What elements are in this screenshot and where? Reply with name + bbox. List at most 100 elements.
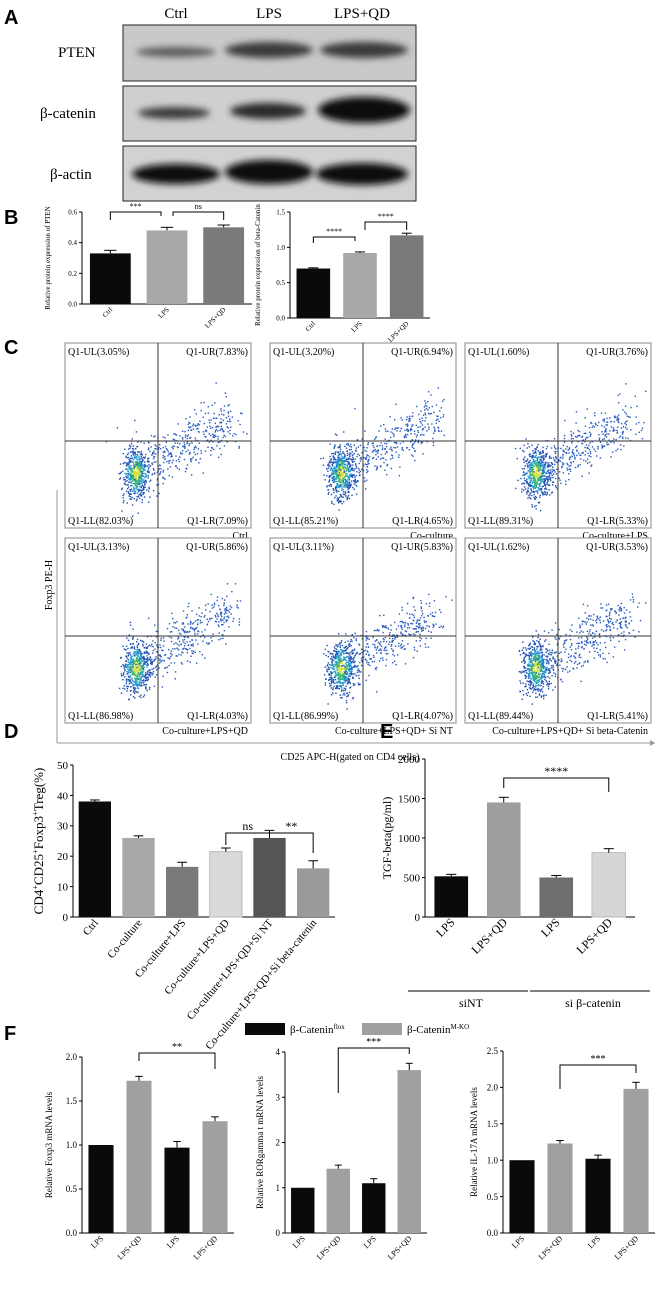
- flow-dot: [192, 628, 193, 629]
- flow-dot: [175, 622, 176, 623]
- flow-dot: [210, 454, 211, 455]
- flow-dot: [342, 683, 343, 684]
- flow-dot: [532, 703, 533, 704]
- flow-dot: [125, 457, 126, 458]
- flow-dot: [638, 422, 639, 423]
- flow-dot: [336, 434, 337, 435]
- flow-dot: [424, 400, 425, 401]
- flow-dot: [181, 662, 182, 663]
- flow-dot: [351, 469, 352, 470]
- flow-dot: [210, 435, 211, 436]
- flow-dot: [132, 462, 133, 463]
- flow-dot: [427, 423, 428, 424]
- flow-dot: [130, 657, 131, 658]
- flow-dot: [139, 669, 140, 670]
- flow-dot: [147, 690, 148, 691]
- flow-dot: [143, 664, 144, 665]
- flow-dot: [146, 684, 147, 685]
- flow-dot: [331, 681, 332, 682]
- flow-dot: [335, 664, 336, 665]
- flow-dot: [328, 468, 329, 469]
- flow-dot: [434, 600, 435, 601]
- flow-dot: [348, 658, 349, 659]
- flow-dot: [562, 464, 563, 465]
- flow-dot: [137, 466, 138, 467]
- flow-dot: [541, 469, 542, 470]
- flow-dot: [606, 418, 607, 419]
- flow-dot: [541, 479, 542, 480]
- flow-dot: [572, 438, 573, 439]
- flow-dot: [213, 436, 214, 437]
- flow-dot: [210, 428, 211, 429]
- flow-dot: [201, 616, 202, 617]
- flow-dot: [350, 449, 351, 450]
- flow-dot: [197, 633, 198, 634]
- flow-dot: [420, 421, 421, 422]
- flow-dot: [336, 654, 337, 655]
- flow-dot: [534, 468, 535, 469]
- flow-dot: [348, 458, 349, 459]
- flow-dot: [570, 431, 571, 432]
- flow-dot: [347, 453, 348, 454]
- flow-dot: [432, 612, 433, 613]
- flow-dot: [575, 436, 576, 437]
- flow-dot: [325, 655, 326, 656]
- flow-dot: [426, 625, 427, 626]
- flow-dot: [346, 700, 347, 701]
- flow-dot: [524, 480, 525, 481]
- flow-dot: [136, 459, 137, 460]
- flow-dot: [189, 416, 190, 417]
- flow-dot: [137, 486, 138, 487]
- flow-dot: [372, 451, 373, 452]
- flow-dot: [223, 431, 224, 432]
- flow-dot: [148, 475, 149, 476]
- flow-dot: [128, 452, 129, 453]
- flow-dot: [529, 470, 530, 471]
- flow-dot: [401, 610, 402, 611]
- flow-dot: [539, 497, 540, 498]
- flow-dot: [565, 448, 566, 449]
- flow-dot: [333, 489, 334, 490]
- flow-dot: [519, 671, 520, 672]
- flow-dot: [409, 613, 410, 614]
- flow-dot: [621, 427, 622, 428]
- flow-dot: [336, 469, 337, 470]
- flow-dot: [581, 452, 582, 453]
- flow-dot: [515, 488, 516, 489]
- flow-dot: [179, 641, 180, 642]
- flow-dot: [141, 492, 142, 493]
- flow-dot: [339, 465, 340, 466]
- flow-dot: [213, 606, 214, 607]
- flow-dot: [369, 665, 370, 666]
- flow-dot: [168, 450, 169, 451]
- flow-dot: [223, 410, 224, 411]
- flow-dot: [128, 495, 129, 496]
- flow-dot: [626, 413, 627, 414]
- flow-dot: [378, 650, 379, 651]
- flow-dot: [167, 628, 168, 629]
- flow-dot: [144, 470, 145, 471]
- flow-dot: [148, 653, 149, 654]
- flow-dot: [361, 658, 362, 659]
- flow-dot: [416, 623, 417, 624]
- flow-dot: [137, 684, 138, 685]
- flow-dot: [588, 445, 589, 446]
- flow-dot: [608, 433, 609, 434]
- flow-dot: [398, 625, 399, 626]
- flow-dot: [434, 616, 435, 617]
- flow-dot: [400, 417, 401, 418]
- flow-dot: [424, 406, 425, 407]
- flow-dot: [608, 444, 609, 445]
- flow-dot: [220, 418, 221, 419]
- flow-dot: [525, 678, 526, 679]
- flow-dot: [367, 461, 368, 462]
- flow-dot: [422, 613, 423, 614]
- flow-dot: [571, 434, 572, 435]
- flow-dot: [349, 692, 350, 693]
- flow-dot: [527, 465, 528, 466]
- flow-dot: [172, 648, 173, 649]
- flow-dot: [351, 671, 352, 672]
- flow-dot: [610, 442, 611, 443]
- flow-dot: [394, 419, 395, 420]
